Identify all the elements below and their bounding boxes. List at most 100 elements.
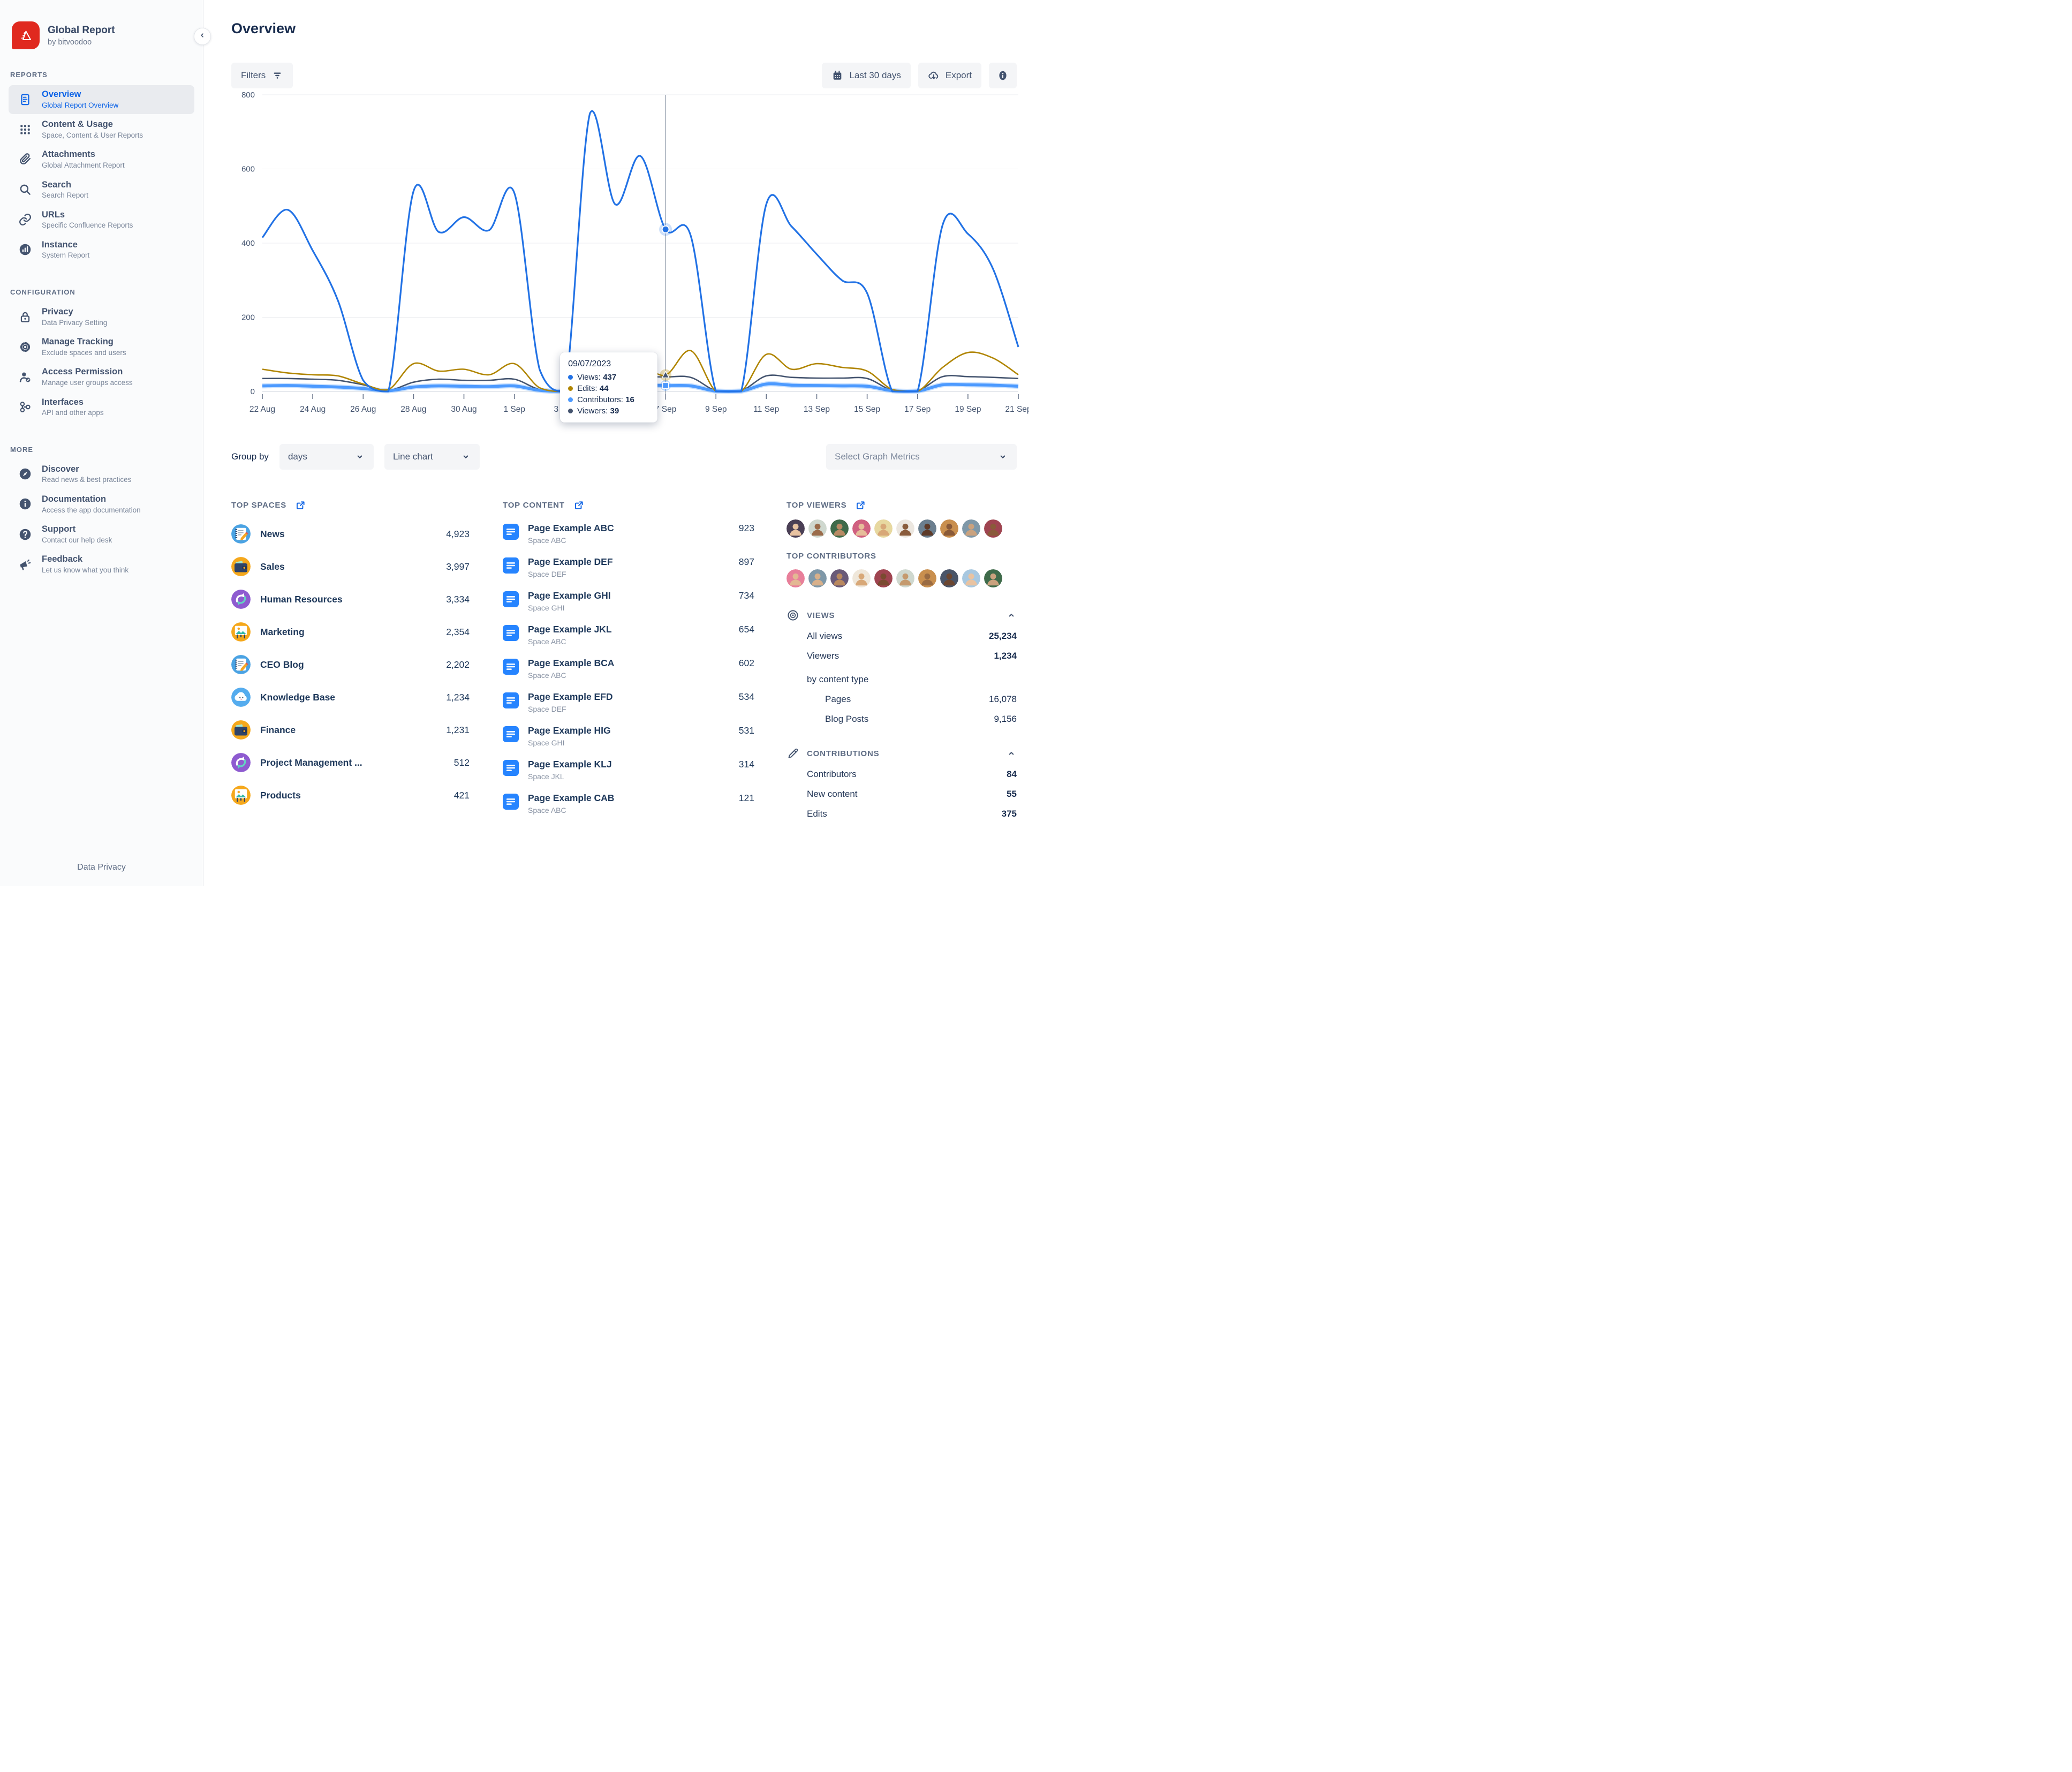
external-link-icon[interactable]	[573, 500, 585, 511]
svg-text:22 Aug: 22 Aug	[249, 405, 275, 414]
content-title: Page Example EFD	[528, 691, 613, 702]
user-avatar[interactable]	[896, 519, 914, 538]
gear-icon	[18, 340, 32, 354]
user-avatar[interactable]	[787, 519, 805, 538]
sidebar-item-urls[interactable]: URLs Specific Confluence Reports	[9, 206, 194, 235]
external-link-icon[interactable]	[855, 500, 866, 511]
space-row[interactable]: Human Resources 3,334	[231, 590, 470, 609]
nav-item-title: Manage Tracking	[42, 337, 114, 347]
user-avatar[interactable]	[830, 519, 849, 538]
user-avatar[interactable]	[874, 569, 893, 587]
overview-line-chart[interactable]: 0 200 400 600 800 22 Aug 24 Aug 26 Aug 28 Aug 30 …	[231, 91, 1029, 423]
sidebar-item-content-usage[interactable]: Content & Usage Space, Content & User Re…	[9, 115, 194, 144]
filters-button[interactable]: Filters	[231, 63, 293, 88]
user-avatar[interactable]	[874, 519, 893, 538]
graph-metrics-select[interactable]: Select Graph Metrics	[826, 444, 1017, 470]
user-avatar[interactable]	[984, 569, 1002, 587]
content-views-value: 531	[738, 725, 754, 736]
sidebar-item-access-permission[interactable]: Access Permission Manage user groups acc…	[9, 363, 194, 391]
content-row[interactable]: Page Example GHI Space GHI 734	[503, 590, 754, 612]
sidebar-item-overview[interactable]: Overview Global Report Overview	[9, 85, 194, 115]
info-button[interactable]	[989, 63, 1017, 88]
content-views-value: 654	[738, 624, 754, 635]
content-views-value: 121	[738, 793, 754, 803]
doc-icon	[18, 93, 32, 107]
user-avatar[interactable]	[852, 519, 871, 538]
user-avatar[interactable]	[962, 519, 980, 538]
sidebar-item-manage-tracking[interactable]: Manage Tracking Exclude spaces and users	[9, 333, 194, 361]
user-avatar[interactable]	[830, 569, 849, 587]
external-link-icon[interactable]	[295, 500, 306, 511]
content-row[interactable]: Page Example BCA Space ABC 602	[503, 658, 754, 680]
space-row[interactable]: Finance 1,231	[231, 720, 470, 740]
views-target-icon	[787, 609, 799, 622]
sidebar-item-privacy[interactable]: Privacy Data Privacy Setting	[9, 303, 194, 331]
nav-item-subtitle: Read news & best practices	[42, 476, 132, 484]
sidebar-item-search[interactable]: Search Search Report	[9, 176, 194, 205]
content-row[interactable]: Page Example CAB Space ABC 121	[503, 793, 754, 815]
sidebar-item-feedback[interactable]: Feedback Let us know what you think	[9, 550, 194, 579]
user-avatar[interactable]	[896, 569, 914, 587]
sidebar-collapse-button[interactable]	[194, 28, 211, 45]
content-row[interactable]: Page Example EFD Space DEF 534	[503, 691, 754, 713]
user-avatar[interactable]	[984, 519, 1002, 538]
space-avatar-icon	[231, 590, 251, 609]
svg-text:13 Sep: 13 Sep	[804, 405, 830, 414]
content-row[interactable]: Page Example KLJ Space JKL 314	[503, 759, 754, 781]
tooltip-row: Viewers: 39	[568, 406, 649, 416]
stat-label: Pages	[825, 694, 851, 704]
user-avatar[interactable]	[808, 519, 827, 538]
content-row[interactable]: Page Example ABC Space ABC 923	[503, 523, 754, 545]
space-avatar-icon	[231, 720, 251, 740]
sidebar-item-interfaces[interactable]: Interfaces API and other apps	[9, 393, 194, 422]
space-row[interactable]: Sales 3,997	[231, 557, 470, 576]
nav-item-subtitle: Access the app documentation	[42, 506, 141, 514]
mega-icon	[18, 557, 32, 571]
space-views-value: 1,234	[446, 691, 470, 703]
user-avatar[interactable]	[852, 569, 871, 587]
sidebar-item-instance[interactable]: Instance System Report	[9, 236, 194, 265]
content-views-value: 314	[738, 759, 754, 770]
nav-item-title: Search	[42, 179, 72, 190]
section-label-more: MORE	[10, 445, 33, 454]
space-row[interactable]: News 4,923	[231, 524, 470, 544]
content-views-value: 734	[738, 590, 754, 601]
space-row[interactable]: CEO Blog 2,202	[231, 655, 470, 674]
space-avatar-icon	[231, 786, 251, 805]
sidebar-item-attachments[interactable]: Attachments Global Attachment Report	[9, 145, 194, 174]
user-avatar[interactable]	[918, 569, 936, 587]
page-icon	[503, 625, 519, 641]
top-contributors-title: TOP CONTRIBUTORS	[787, 552, 876, 561]
content-row[interactable]: Page Example HIG Space GHI 531	[503, 725, 754, 747]
space-row[interactable]: Project Management ... 512	[231, 753, 470, 772]
space-row[interactable]: Marketing 2,354	[231, 622, 470, 642]
sidebar-item-documentation[interactable]: Documentation Access the app documentati…	[9, 490, 194, 519]
content-views-value: 602	[738, 658, 754, 668]
chevron-up-icon[interactable]	[1006, 610, 1017, 621]
views-panel-title: VIEWS	[807, 610, 835, 620]
space-avatar-icon	[231, 688, 251, 707]
chevron-up-icon[interactable]	[1006, 748, 1017, 759]
content-row[interactable]: Page Example JKL Space ABC 654	[503, 624, 754, 646]
content-row[interactable]: Page Example DEF Space DEF 897	[503, 556, 754, 578]
user-avatar[interactable]	[962, 569, 980, 587]
space-row[interactable]: Knowledge Base 1,234	[231, 688, 470, 707]
chart-type-select[interactable]: Line chart	[384, 444, 480, 470]
user-avatar[interactable]	[940, 569, 958, 587]
svg-text:400: 400	[241, 239, 255, 248]
sidebar-item-support[interactable]: Support Contact our help desk	[9, 520, 194, 549]
content-title: Page Example GHI	[528, 590, 611, 601]
user-avatar[interactable]	[808, 569, 827, 587]
data-privacy-link[interactable]: Data Privacy	[77, 863, 126, 872]
sidebar-item-discover[interactable]: Discover Read news & best practices	[9, 460, 194, 489]
user-avatar[interactable]	[940, 519, 958, 538]
export-button[interactable]: Export	[918, 63, 981, 88]
user-avatar[interactable]	[787, 569, 805, 587]
group-by-select[interactable]: days	[279, 444, 374, 470]
date-range-button[interactable]: Last 30 days	[822, 63, 911, 88]
space-row[interactable]: Products 421	[231, 786, 470, 805]
user-avatar[interactable]	[918, 519, 936, 538]
app-header: Global Report by bitvoodoo	[0, 0, 203, 52]
svg-text:24 Aug: 24 Aug	[300, 405, 326, 414]
page-icon	[503, 524, 519, 540]
